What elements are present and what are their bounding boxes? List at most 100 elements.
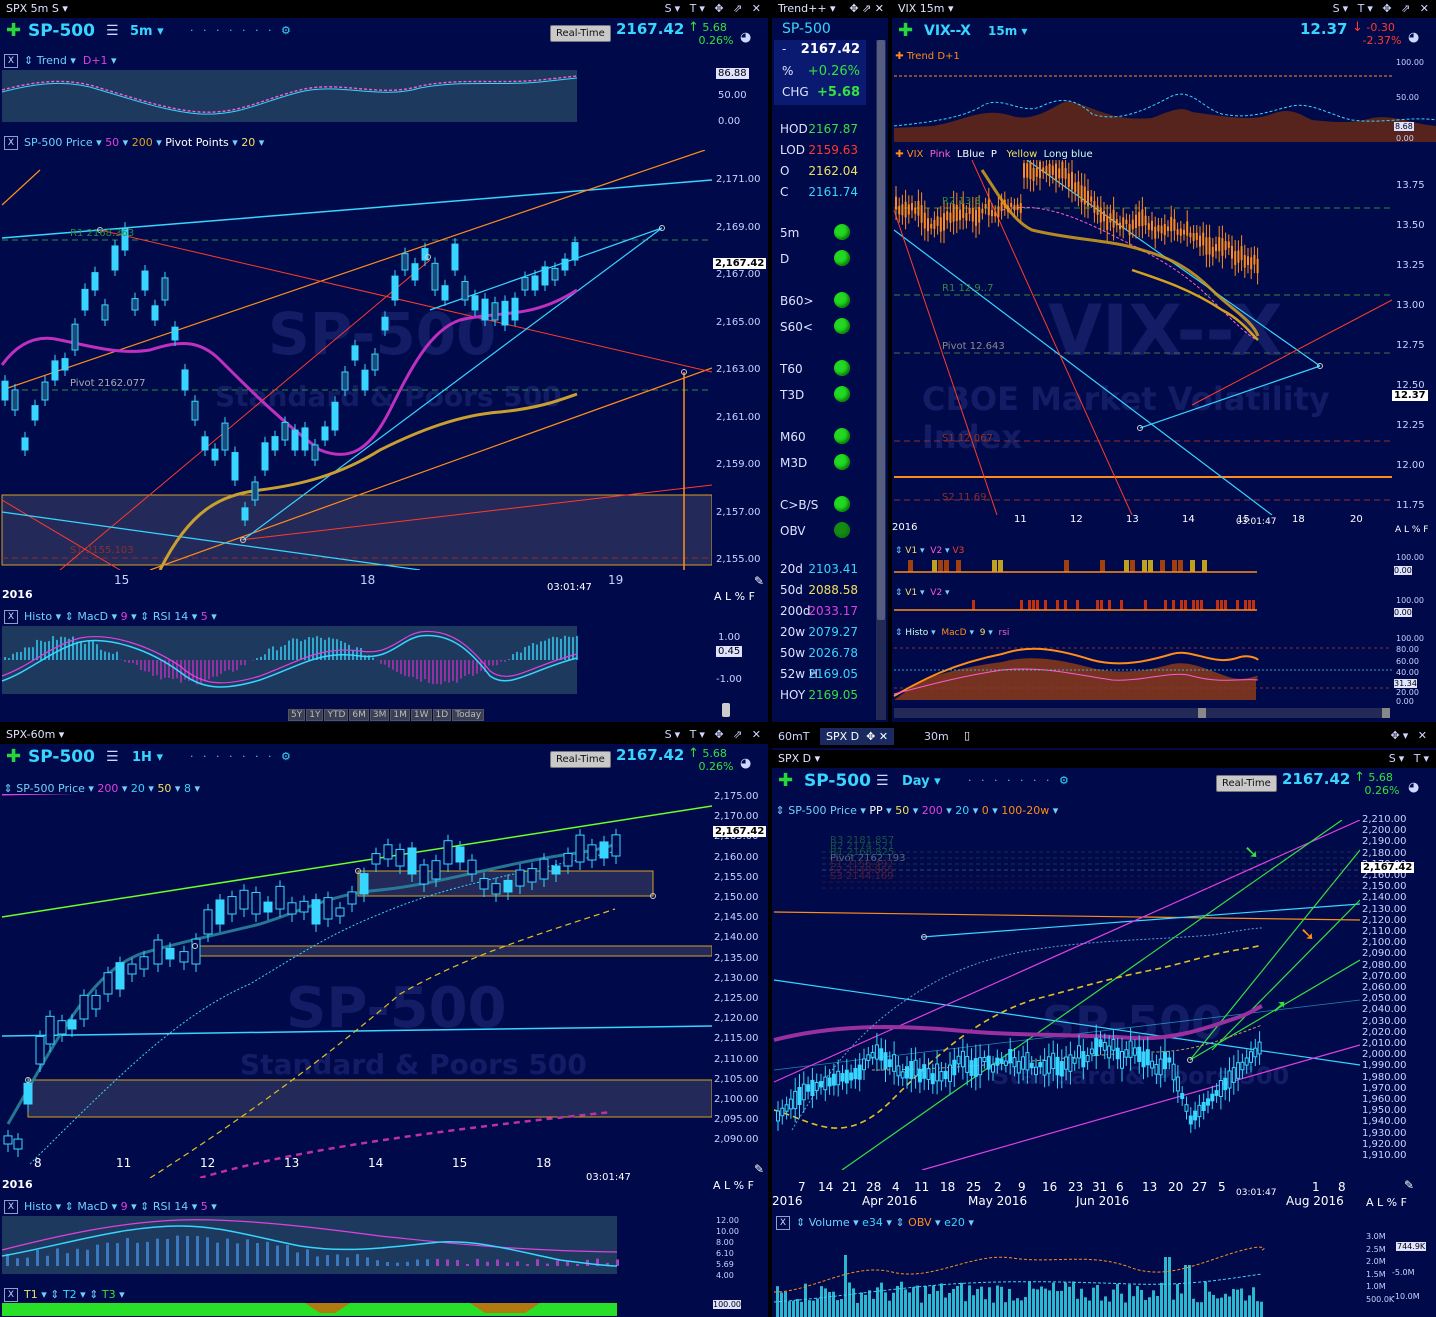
range-button-3m[interactable]: 3M bbox=[369, 709, 390, 721]
window-titlebar[interactable]: SPX-60m ▾ S▾ T▾ ✥ ⇗ ✕ bbox=[0, 726, 768, 744]
candle bbox=[1141, 209, 1144, 227]
histo-bar bbox=[148, 660, 150, 672]
window-controls-icon[interactable]: S▾ T▾ ✥ ⇗ ✕ bbox=[1332, 2, 1432, 15]
window-controls-icon[interactable]: S▾ T▾ bbox=[1388, 752, 1432, 765]
range-button-6m[interactable]: 6M bbox=[349, 709, 369, 721]
interval-selector[interactable]: Day ▾ bbox=[902, 774, 941, 789]
realtime-button[interactable]: Real-Time bbox=[550, 25, 611, 42]
new-tab-icon[interactable]: ▯ bbox=[964, 729, 971, 742]
add-symbol-icon[interactable]: ✚ bbox=[6, 746, 22, 767]
volume-bar bbox=[876, 1287, 879, 1317]
range-button-today[interactable]: Today bbox=[452, 709, 485, 721]
axis-tick-label: 1.5M bbox=[1366, 1269, 1386, 1279]
candle bbox=[575, 834, 585, 863]
scrollbar-handle[interactable] bbox=[722, 703, 730, 717]
watchlist-scrollbar[interactable] bbox=[876, 40, 886, 720]
tab-spx-d[interactable]: SPX D ✥ ✕ bbox=[820, 728, 895, 745]
toolbar-dots[interactable]: · · · · · · · ⚙ bbox=[190, 750, 294, 763]
signal-row: T3D bbox=[772, 386, 864, 406]
price-chart-60m bbox=[1, 794, 712, 1178]
symbol-name[interactable]: SP-500 bbox=[28, 21, 95, 41]
candle bbox=[1125, 219, 1128, 224]
window-titlebar[interactable]: VIX 15m ▾ S▾ T▾ ✥ ⇗ ✕ bbox=[892, 0, 1436, 18]
volume-bar bbox=[1192, 1298, 1195, 1317]
v-axis: 100.00 bbox=[1396, 596, 1424, 605]
close-study-icon[interactable]: X bbox=[4, 54, 18, 68]
axis-mode-toggle[interactable]: A L % F bbox=[1395, 525, 1429, 535]
list-icon[interactable]: ☰ bbox=[876, 773, 889, 789]
interval-selector[interactable]: 5m ▾ bbox=[130, 24, 164, 39]
realtime-button[interactable]: Real-Time bbox=[1216, 775, 1277, 792]
close-study-icon[interactable]: X bbox=[776, 1216, 790, 1230]
range-button-1m[interactable]: 1M bbox=[390, 709, 410, 721]
list-icon[interactable]: ☰ bbox=[106, 749, 119, 765]
toolbar-dots[interactable]: · · · · · · · ⚙ bbox=[190, 24, 294, 37]
watchlist-titlebar[interactable]: Trend++ ▾ ✥ ⇗ ✕ bbox=[772, 0, 888, 18]
candle bbox=[1188, 1115, 1193, 1125]
volume-bar bbox=[868, 1290, 871, 1317]
volume-bar bbox=[912, 1287, 915, 1317]
axis-mode-toggle[interactable]: A L % F bbox=[713, 1179, 754, 1192]
axis-tick-label: 13.25 bbox=[1396, 260, 1425, 271]
candle bbox=[1256, 258, 1259, 274]
range-button-1d[interactable]: 1D bbox=[432, 709, 452, 721]
volume-bar bbox=[924, 1286, 927, 1317]
globe-icon[interactable]: ◕ bbox=[740, 30, 752, 45]
window-controls-icon[interactable]: S▾ T▾ ✥ ⇗ ✕ bbox=[664, 2, 764, 15]
draw-tool-icon[interactable]: ✎ bbox=[754, 1162, 765, 1176]
toolbar-dots[interactable]: · · · · · · · ⚙ bbox=[968, 774, 1072, 787]
tab-60mT[interactable]: 60mT bbox=[778, 730, 810, 743]
symbol-name[interactable]: SP-500 bbox=[804, 771, 871, 791]
close-study-icon[interactable]: X bbox=[4, 1200, 18, 1214]
interval-selector[interactable]: 15m ▾ bbox=[988, 24, 1028, 38]
range-button-1w[interactable]: 1W bbox=[410, 709, 432, 721]
window-titlebar[interactable]: SPX 5m S ▾ S▾ T▾ ✥ ⇗ ✕ bbox=[0, 0, 768, 18]
signal-row: D bbox=[772, 250, 864, 270]
histo-bar bbox=[516, 651, 518, 660]
symbol-name[interactable]: SP-500 bbox=[28, 747, 95, 767]
list-icon[interactable]: ☰ bbox=[106, 23, 119, 39]
window-controls-icon[interactable]: ✥▾ ✕ bbox=[1390, 729, 1430, 742]
range-button-1y[interactable]: 1Y bbox=[306, 709, 324, 721]
range-button-ytd[interactable]: YTD bbox=[324, 709, 349, 721]
window-titlebar[interactable]: SPX D ▾ S▾ T▾ bbox=[772, 750, 1436, 768]
symbol-name[interactable]: VIX--X bbox=[924, 23, 971, 39]
candle bbox=[1218, 1080, 1223, 1097]
histo-bar bbox=[360, 647, 362, 660]
histo-bar bbox=[166, 1238, 169, 1266]
horizontal-scrollbar[interactable] bbox=[894, 708, 1390, 718]
add-symbol-icon[interactable]: ✚ bbox=[898, 20, 914, 41]
candle bbox=[251, 481, 259, 501]
trend-axis-top: 86.88 bbox=[716, 68, 749, 79]
axis-mode-toggle[interactable]: A L % F bbox=[714, 590, 755, 603]
realtime-button[interactable]: Real-Time bbox=[550, 751, 611, 768]
candle bbox=[1158, 1058, 1163, 1076]
globe-icon[interactable]: ◕ bbox=[1408, 30, 1420, 45]
window-controls-icon[interactable]: ✥ ⇗ ✕ bbox=[849, 2, 884, 15]
draw-tool-icon[interactable]: ✎ bbox=[754, 574, 765, 588]
histo-bar bbox=[108, 652, 110, 660]
axis-tick-label: 500.0K bbox=[1366, 1294, 1395, 1304]
draw-tool-icon[interactable]: ✎ bbox=[1404, 1178, 1415, 1192]
pivot-label: Pivot 2162.077 bbox=[70, 378, 146, 389]
candle bbox=[949, 212, 952, 223]
tab-30m[interactable]: 30m bbox=[924, 730, 949, 743]
window-controls-icon[interactable]: S▾ T▾ ✥ ⇗ ✕ bbox=[664, 728, 764, 741]
r1-label: R1 2168.363 bbox=[70, 228, 135, 239]
candle bbox=[1016, 1060, 1021, 1074]
range-button-5y[interactable]: 5Y bbox=[288, 709, 306, 721]
close-study-icon[interactable]: X bbox=[4, 1288, 18, 1302]
histo-bar bbox=[364, 655, 366, 660]
add-symbol-icon[interactable]: ✚ bbox=[6, 20, 22, 41]
axis-mode-toggle[interactable]: A L % F bbox=[1366, 1196, 1407, 1209]
signal-row: S60< bbox=[772, 318, 864, 338]
add-symbol-icon[interactable]: ✚ bbox=[778, 770, 794, 791]
globe-icon[interactable]: ◕ bbox=[1408, 780, 1420, 795]
globe-icon[interactable]: ◕ bbox=[740, 756, 752, 771]
candle bbox=[948, 1064, 952, 1082]
close-study-icon[interactable]: X bbox=[4, 610, 18, 624]
price-study-strip: ⇕ SP-500 Price ▾ PP ▾ 50 ▾ 200 ▾ 20 ▾ 0 … bbox=[772, 802, 1436, 820]
interval-selector[interactable]: 1H ▾ bbox=[132, 750, 163, 765]
histo-bar bbox=[336, 639, 338, 660]
close-study-icon[interactable]: X bbox=[4, 136, 18, 150]
